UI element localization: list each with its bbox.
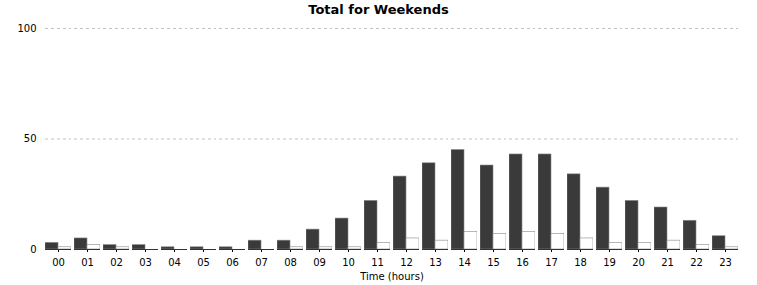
svg-text:14: 14 <box>458 257 471 268</box>
html-text:Total for Weekends: Total for Weekends <box>308 2 449 17</box>
svg-text:23: 23 <box>719 257 732 268</box>
svg-text:17: 17 <box>545 257 558 268</box>
svg-text:07: 07 <box>255 257 268 268</box>
svg-text:11: 11 <box>371 257 384 268</box>
svg-text:06: 06 <box>226 257 239 268</box>
svg-text:18: 18 <box>574 257 587 268</box>
svg-text:08: 08 <box>284 257 297 268</box>
svg-text:20: 20 <box>632 257 645 268</box>
svg-text:15: 15 <box>487 257 500 268</box>
svg-text:Time (hours): Time (hours) <box>359 271 424 282</box>
svg-text:12: 12 <box>400 257 413 268</box>
svg-text:09: 09 <box>313 257 326 268</box>
svg-text:19: 19 <box>603 257 616 268</box>
svg-text:05: 05 <box>197 257 210 268</box>
svg-text:10: 10 <box>342 257 355 268</box>
svg-text:02: 02 <box>110 257 123 268</box>
svg-text:50: 50 <box>24 133 37 144</box>
svg-text:0: 0 <box>30 244 36 255</box>
svg-text:22: 22 <box>690 257 703 268</box>
svg-text:13: 13 <box>429 257 442 268</box>
svg-text:16: 16 <box>516 257 529 268</box>
svg-text:03: 03 <box>139 257 152 268</box>
svg-text:100: 100 <box>17 23 36 34</box>
svg-text:04: 04 <box>168 257 181 268</box>
svg-text:00: 00 <box>52 257 65 268</box>
svg-text:21: 21 <box>661 257 674 268</box>
svg-text:01: 01 <box>81 257 94 268</box>
